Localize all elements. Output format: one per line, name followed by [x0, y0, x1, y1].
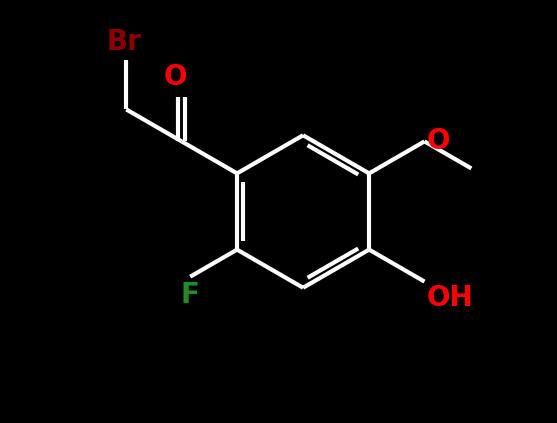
Text: F: F: [181, 280, 199, 309]
Text: Br: Br: [106, 28, 141, 56]
Text: OH: OH: [427, 284, 473, 312]
Text: O: O: [164, 63, 188, 91]
Text: O: O: [427, 127, 451, 155]
